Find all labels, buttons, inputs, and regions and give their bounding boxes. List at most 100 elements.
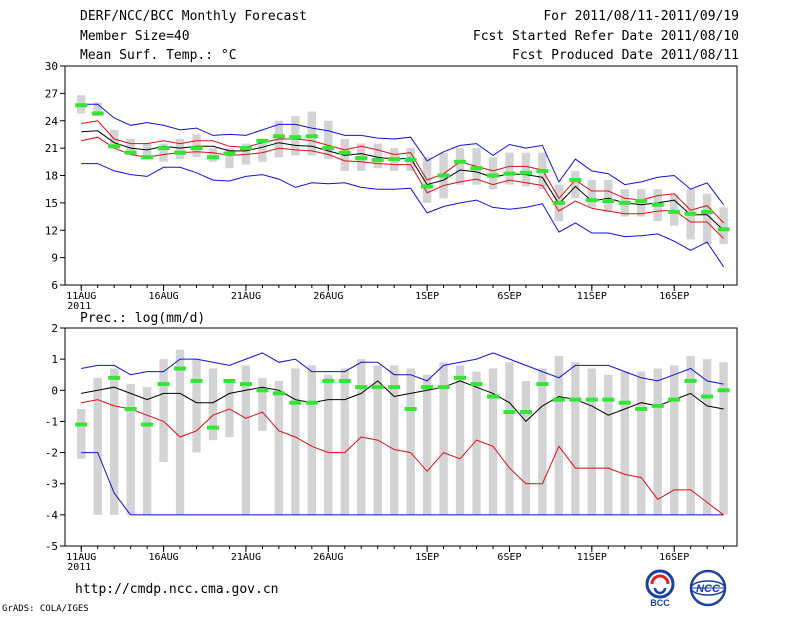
precip-panel-title: Prec.: log(mm/d) [80, 311, 205, 326]
panel2-box-5 [142, 387, 152, 515]
panel1-observed-12 [256, 138, 269, 143]
panel1-observed-19 [371, 157, 384, 162]
panel2-observed-24 [454, 375, 467, 380]
member-size-label: Member Size=40 [80, 29, 190, 44]
panel2-box-12 [258, 377, 267, 431]
panel1-box-9 [208, 148, 218, 162]
panel1-observed-8 [190, 146, 203, 151]
panel2-observed-1 [75, 422, 88, 427]
panel2-observed-19 [371, 385, 384, 390]
panel2-observed-34 [618, 400, 631, 405]
panel2-observed-25 [470, 382, 483, 387]
panel1-observed-17 [338, 150, 351, 155]
panel2-box-15 [307, 365, 317, 515]
panel1-box-31 [571, 170, 580, 199]
panel1-observed-34 [618, 200, 631, 205]
panel2-box-23 [439, 362, 448, 515]
panel2-box-24 [455, 365, 465, 515]
panel2-box-37 [669, 365, 679, 515]
panel1-box-39 [702, 193, 712, 244]
panel1-observed-14 [289, 135, 302, 140]
panel2-observed-10 [223, 378, 236, 383]
panel1-observed-5 [141, 155, 154, 160]
panel1-observed-27 [503, 171, 516, 176]
panel1-ytick-label: 27 [45, 87, 58, 100]
panel2-ytick-label: -3 [45, 478, 58, 491]
panel1-observed-1 [75, 103, 88, 108]
panel2-box-26 [488, 368, 498, 515]
panel2-observed-33 [602, 397, 615, 402]
panel2-box-17 [340, 368, 349, 515]
panel2-ytick-label: 2 [51, 322, 58, 335]
panel1-ytick-label: 21 [45, 142, 58, 155]
panel1-box-19 [373, 143, 382, 169]
panel1-xtick-label: 6SEP [497, 291, 521, 302]
panel1-xtick-label: 16SEP [659, 291, 689, 302]
panel1-xtick-label: 1SEP [415, 291, 439, 302]
panel2-observed-13 [272, 391, 285, 396]
panel2-ytick-label: -2 [45, 447, 58, 460]
panel2-observed-39 [701, 394, 714, 399]
panel1-ytick-label: 12 [45, 224, 58, 237]
panel1-box-12 [258, 139, 267, 162]
panel2-box-9 [208, 368, 218, 441]
panel2-observed-27 [503, 410, 516, 415]
panel1-box-7 [175, 139, 185, 160]
panel2-xtick-label: 11SEP [577, 552, 607, 563]
panel1-observed-7 [174, 150, 187, 155]
panel1-xtick-label: 16AUG [149, 291, 179, 302]
panel2-observed-11 [239, 382, 252, 387]
panel2-ytick-label: -5 [45, 540, 58, 553]
panel2-box-4 [126, 384, 135, 515]
chart-title: DERF/NCC/BCC Monthly Forecast [80, 9, 307, 24]
panel2-observed-35 [635, 406, 648, 411]
panel2-observed-40 [717, 388, 730, 393]
panel1-ytick-label: 24 [45, 115, 59, 128]
panel2-ytick-label: -1 [45, 415, 58, 428]
panel2-box-33 [604, 374, 613, 515]
panel1-observed-6 [157, 146, 170, 151]
panel1-box-5 [142, 143, 152, 160]
panel2-observed-23 [437, 385, 450, 390]
panel2-observed-12 [256, 388, 269, 393]
panel2-box-3 [109, 368, 119, 515]
panel1-observed-10 [223, 151, 236, 156]
panel2-line-median [81, 380, 724, 423]
panel1-frame [64, 65, 738, 286]
panel1-observed-11 [239, 146, 252, 151]
bcc-logo: BCC [645, 569, 675, 608]
svg-text:BCC: BCC [650, 598, 670, 608]
panel2-observed-9 [207, 425, 219, 430]
panel1-observed-31 [569, 178, 582, 183]
panel2-box-16 [324, 374, 333, 515]
panel1-box-6 [159, 143, 168, 162]
panel2-box-38 [686, 356, 695, 515]
panel1-observed-3 [108, 144, 121, 149]
variable-label: Mean Surf. Temp.: °C [80, 48, 237, 63]
panel2-observed-26 [487, 394, 499, 399]
panel2-line-outer-low [81, 452, 724, 516]
panel2-box-6 [159, 359, 168, 462]
panel2-box-14 [291, 368, 300, 515]
panel2-line-inner-low [81, 399, 724, 516]
panel1-observed-22 [421, 184, 434, 189]
panel2-observed-7 [174, 366, 187, 371]
panel1-box-32 [587, 180, 597, 208]
panel1-observed-36 [651, 202, 664, 207]
panel1-observed-33 [602, 199, 615, 204]
source-url[interactable]: http://cmdp.ncc.cma.gov.cn [75, 582, 279, 597]
ncc-logo: NCC [689, 569, 727, 607]
panel2-observed-3 [108, 375, 121, 380]
panel2-observed-18 [355, 385, 368, 390]
panel1-xtick-year: 2011 [67, 301, 91, 312]
panel2-observed-32 [585, 397, 598, 402]
panel2-ytick-label: 1 [51, 353, 58, 366]
panel1-observed-4 [124, 150, 137, 155]
panel2-observed-5 [141, 422, 154, 427]
panel2-line-outer-high [81, 352, 724, 385]
panel2-frame [64, 327, 738, 547]
panel1-observed-2 [91, 111, 104, 116]
panel1-observed-21 [404, 157, 417, 162]
panel2-box-27 [505, 362, 514, 515]
